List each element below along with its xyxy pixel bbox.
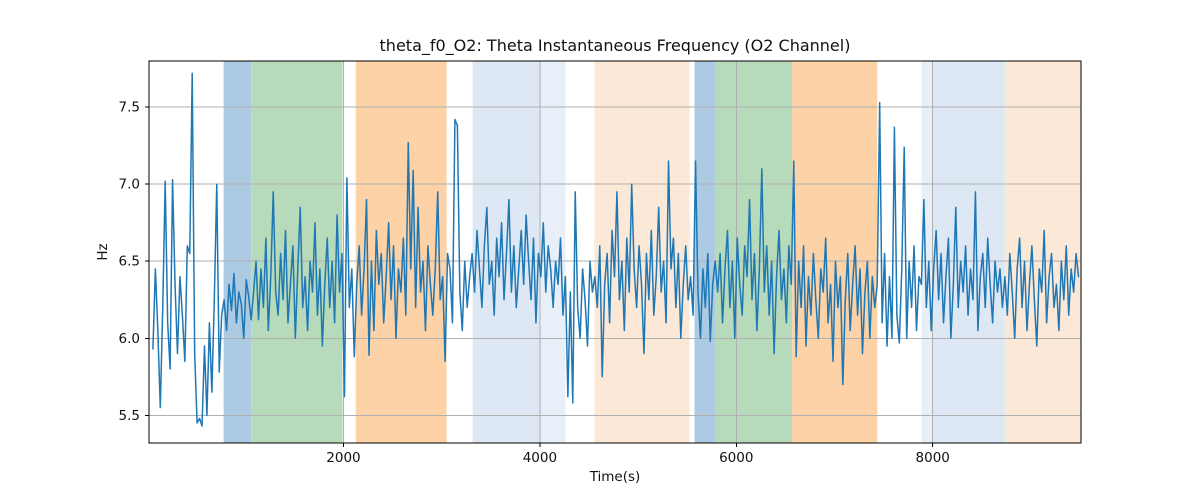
x-tick-label: 8000	[916, 450, 950, 466]
y-tick-label: 6.5	[119, 254, 140, 270]
background-band	[715, 61, 793, 443]
x-tick-label: 2000	[326, 450, 360, 466]
background-band	[223, 61, 252, 443]
x-tick-label: 6000	[719, 450, 753, 466]
background-band	[792, 61, 878, 443]
x-axis-label: Time(s)	[589, 469, 641, 485]
axes-spines	[148, 60, 1082, 444]
background-band	[932, 61, 1005, 443]
background-band	[594, 61, 690, 443]
chart-title: theta_f0_O2: Theta Instantaneous Frequen…	[379, 36, 851, 55]
y-tick-label: 7.5	[119, 100, 140, 116]
background-band	[355, 61, 447, 443]
y-tick-label: 7.0	[119, 177, 140, 193]
background-band	[921, 61, 933, 443]
background-band	[694, 61, 716, 443]
series-line	[152, 72, 1080, 427]
y-tick-label: 6.0	[119, 331, 140, 347]
y-tick-label: 5.5	[119, 408, 140, 424]
y-axis-label: Hz	[95, 243, 111, 261]
x-tick-label: 4000	[523, 450, 557, 466]
